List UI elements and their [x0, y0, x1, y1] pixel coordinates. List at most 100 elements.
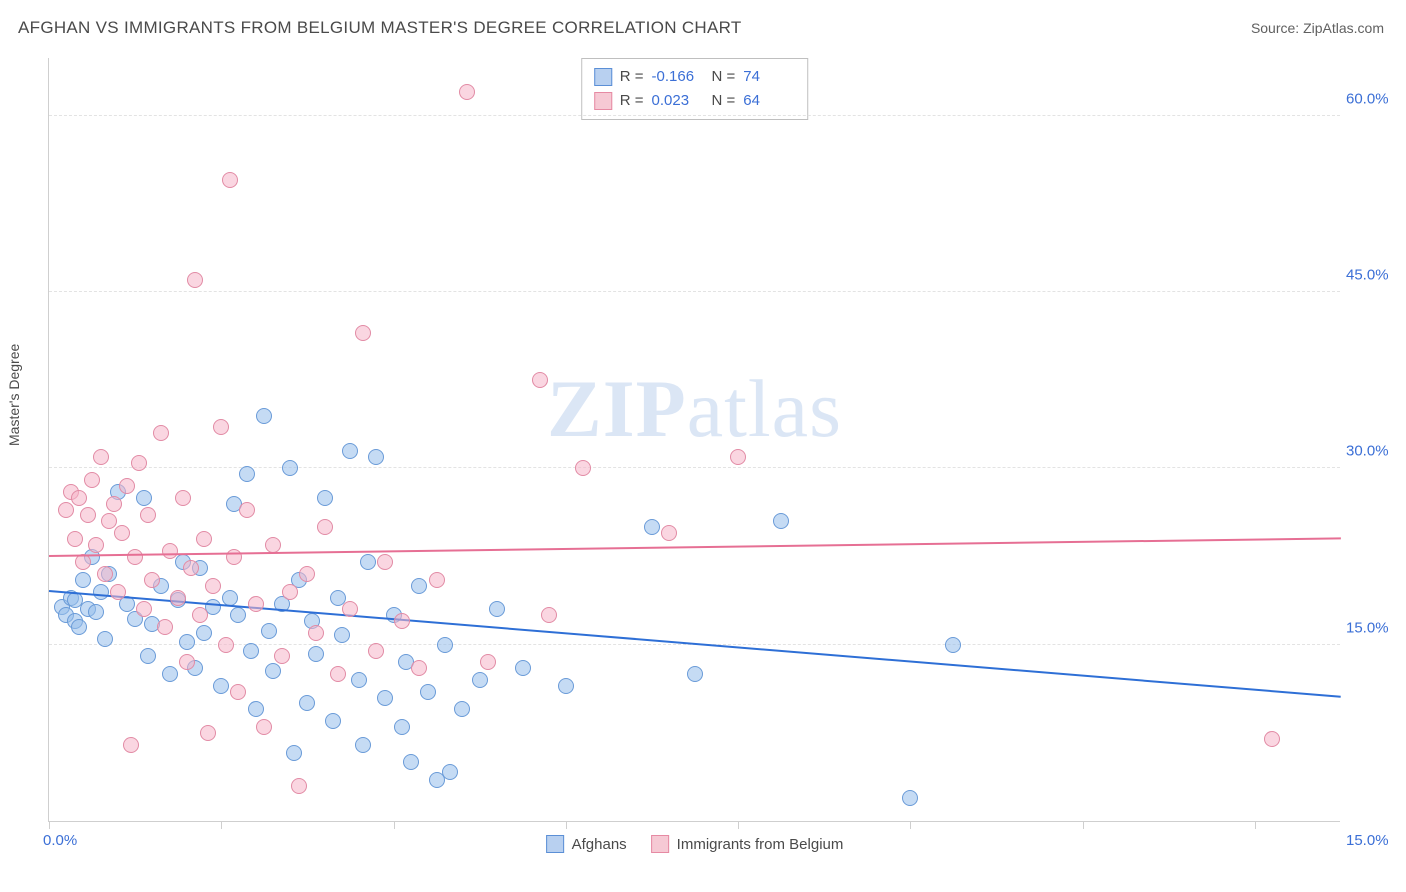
y-axis-label: Master's Degree	[6, 344, 22, 446]
swatch-blue-icon	[546, 835, 564, 853]
x-tick	[910, 821, 911, 829]
n-value-belgium: 64	[743, 89, 795, 113]
scatter-point	[532, 372, 548, 388]
r-label: R =	[620, 89, 644, 113]
r-value-belgium: 0.023	[652, 89, 704, 113]
scatter-point	[123, 737, 139, 753]
scatter-point	[355, 737, 371, 753]
scatter-point	[558, 678, 574, 694]
scatter-point	[119, 478, 135, 494]
scatter-point	[661, 525, 677, 541]
scatter-point	[144, 572, 160, 588]
scatter-point	[687, 666, 703, 682]
scatter-point	[437, 637, 453, 653]
correlation-legend: R = -0.166 N = 74 R = 0.023 N = 64	[581, 58, 809, 120]
scatter-point	[480, 654, 496, 670]
scatter-point	[230, 684, 246, 700]
scatter-point	[575, 460, 591, 476]
scatter-point	[248, 701, 264, 717]
y-tick-label: 45.0%	[1346, 267, 1406, 284]
scatter-point	[454, 701, 470, 717]
scatter-point	[317, 490, 333, 506]
scatter-point	[153, 425, 169, 441]
scatter-point	[515, 660, 531, 676]
scatter-point	[136, 601, 152, 617]
scatter-point	[282, 584, 298, 600]
scatter-point	[274, 648, 290, 664]
x-tick	[566, 821, 567, 829]
scatter-point	[200, 725, 216, 741]
scatter-point	[239, 502, 255, 518]
scatter-point	[196, 625, 212, 641]
scatter-point	[230, 607, 246, 623]
scatter-point	[162, 666, 178, 682]
scatter-point	[330, 666, 346, 682]
scatter-point	[101, 513, 117, 529]
scatter-point	[308, 625, 324, 641]
scatter-point	[213, 419, 229, 435]
swatch-blue-icon	[594, 68, 612, 86]
scatter-point	[114, 525, 130, 541]
scatter-point	[286, 745, 302, 761]
gridline	[49, 291, 1340, 292]
scatter-point	[192, 607, 208, 623]
scatter-point	[299, 566, 315, 582]
scatter-point	[773, 513, 789, 529]
watermark-atlas: atlas	[687, 363, 842, 454]
scatter-point	[377, 554, 393, 570]
scatter-point	[411, 578, 427, 594]
scatter-point	[88, 604, 104, 620]
scatter-point	[1264, 731, 1280, 747]
scatter-point	[902, 790, 918, 806]
scatter-point	[196, 531, 212, 547]
scatter-point	[325, 713, 341, 729]
bottom-legend: Afghans Immigrants from Belgium	[546, 835, 844, 853]
watermark-zip: ZIP	[547, 363, 687, 454]
n-label: N =	[712, 89, 736, 113]
scatter-point	[394, 719, 410, 735]
x-tick	[394, 821, 395, 829]
scatter-point	[299, 695, 315, 711]
scatter-point	[355, 325, 371, 341]
scatter-point	[256, 719, 272, 735]
scatter-point	[222, 590, 238, 606]
scatter-point	[541, 607, 557, 623]
scatter-point	[360, 554, 376, 570]
scatter-point	[945, 637, 961, 653]
scatter-point	[403, 754, 419, 770]
scatter-point	[84, 472, 100, 488]
watermark: ZIPatlas	[547, 362, 842, 456]
scatter-point	[261, 623, 277, 639]
swatch-pink-icon	[594, 92, 612, 110]
scatter-point	[291, 778, 307, 794]
scatter-point	[179, 654, 195, 670]
scatter-point	[730, 449, 746, 465]
scatter-point	[140, 507, 156, 523]
scatter-point	[75, 554, 91, 570]
x-tick-label: 0.0%	[43, 832, 77, 849]
scatter-point	[131, 455, 147, 471]
scatter-point	[239, 466, 255, 482]
scatter-point	[334, 627, 350, 643]
scatter-point	[317, 519, 333, 535]
scatter-point	[136, 490, 152, 506]
corr-row-afghans: R = -0.166 N = 74	[594, 65, 796, 89]
scatter-point	[222, 172, 238, 188]
scatter-point	[644, 519, 660, 535]
r-value-afghans: -0.166	[652, 65, 704, 89]
scatter-point	[459, 84, 475, 100]
scatter-point	[67, 531, 83, 547]
scatter-point	[110, 584, 126, 600]
scatter-point	[377, 690, 393, 706]
scatter-point	[342, 601, 358, 617]
legend-item-belgium: Immigrants from Belgium	[651, 835, 844, 853]
scatter-point	[157, 619, 173, 635]
legend-label-belgium: Immigrants from Belgium	[677, 836, 844, 853]
legend-item-afghans: Afghans	[546, 835, 627, 853]
scatter-point	[97, 631, 113, 647]
scatter-point	[265, 537, 281, 553]
scatter-point	[342, 443, 358, 459]
trend-line	[49, 537, 1341, 557]
scatter-point	[265, 663, 281, 679]
n-value-afghans: 74	[743, 65, 795, 89]
